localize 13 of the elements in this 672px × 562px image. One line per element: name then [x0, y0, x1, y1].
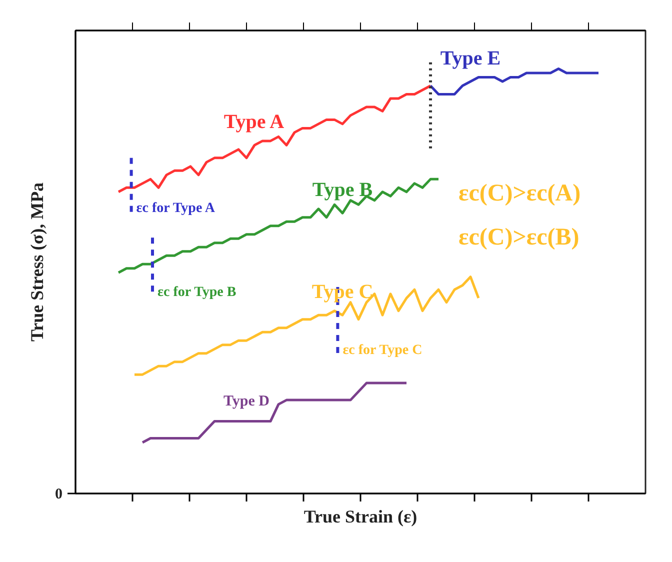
y-axis-title: True Stress (σ), MPa	[27, 182, 47, 342]
series-label: Type A	[224, 111, 285, 134]
series-label: Type D	[224, 393, 270, 410]
series-label: Type B	[312, 179, 373, 202]
annotation: εc(C)>εc(B)	[458, 224, 580, 250]
annotation: εc(C)>εc(A)	[458, 180, 581, 206]
annotation: εc for Type C	[342, 343, 422, 358]
series-label: Type C	[312, 281, 374, 304]
series-label: Type E	[440, 47, 501, 70]
annotation: εc for Type B	[158, 285, 236, 300]
text: 0	[55, 486, 62, 502]
annotation: εc for Type A	[136, 201, 216, 216]
x-axis-title: True Strain (ε)	[304, 506, 418, 526]
